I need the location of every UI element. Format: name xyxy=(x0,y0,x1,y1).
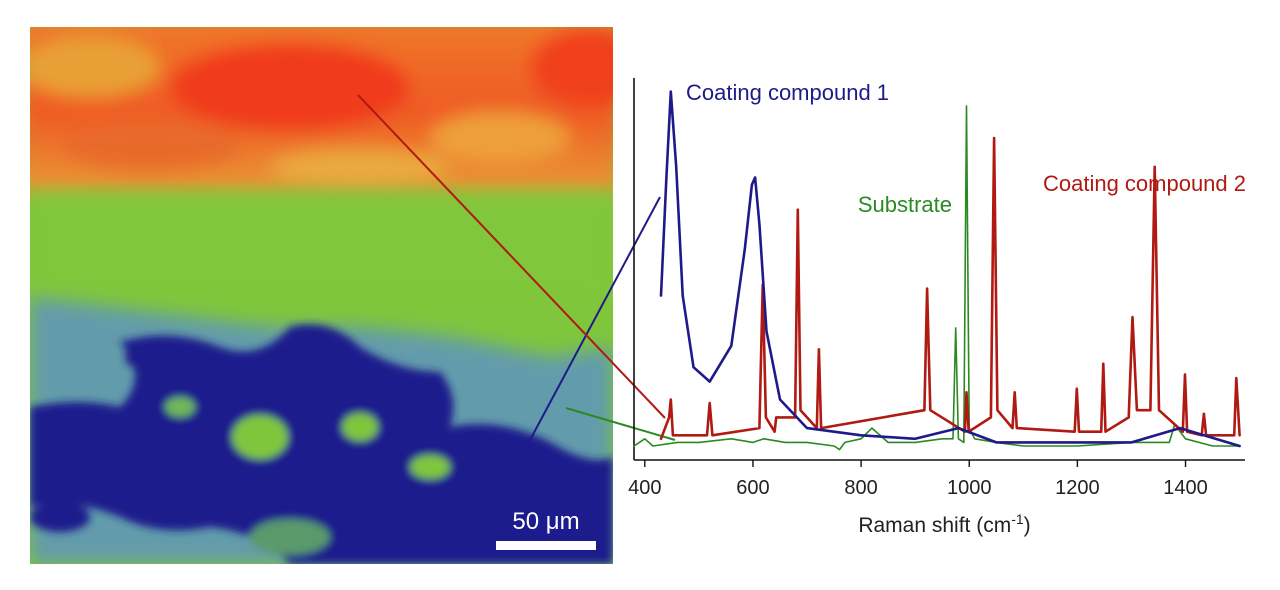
x-axis-label: Raman shift (cm-1) xyxy=(858,511,1030,537)
scale-bar xyxy=(496,541,596,550)
chart-axes: 400 600 800 1000 1200 1400 Raman shift (cm-1) xyxy=(628,78,1245,537)
x-tick-label: 600 xyxy=(736,477,769,499)
pointer-line-coating-compound-1 xyxy=(521,196,661,456)
raman-map-image: 50 μm xyxy=(30,27,613,564)
series-line-substrate xyxy=(633,105,1241,451)
series-label-substrate: Substrate xyxy=(858,192,952,217)
coating-compound-2-region xyxy=(30,27,613,192)
x-tick-label: 1200 xyxy=(1055,477,1100,499)
x-tick-label: 400 xyxy=(628,477,661,499)
chart-series xyxy=(633,90,1241,451)
series-line-coating-compound-2 xyxy=(659,136,1241,441)
x-tick-label: 1000 xyxy=(947,477,992,499)
series-label-coating-compound-1: Coating compound 1 xyxy=(686,80,889,105)
series-label-coating-compound-2: Coating compound 2 xyxy=(1043,171,1246,196)
chart-labels: Coating compound 1 Coating compound 2 Subs… xyxy=(686,80,1246,217)
pointer-line-coating-compound-2 xyxy=(357,94,666,419)
pointer-lines xyxy=(357,94,676,456)
x-tick-label: 1400 xyxy=(1163,477,1208,499)
x-tick-label: 800 xyxy=(844,477,877,499)
scale-bar-label: 50 μm xyxy=(512,508,579,535)
series-line-coating-compound-1 xyxy=(659,90,1241,448)
pointer-line-substrate xyxy=(565,407,676,441)
